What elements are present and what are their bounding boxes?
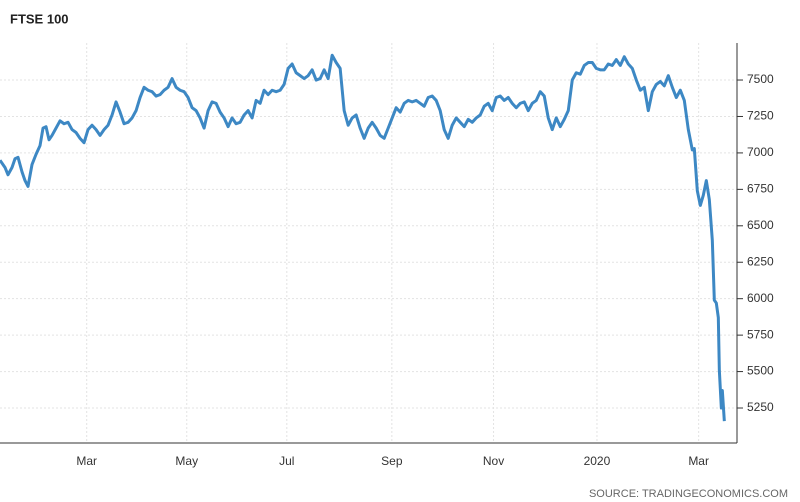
x-tick-label: Jul bbox=[279, 454, 294, 468]
y-tick-label: 7000 bbox=[747, 145, 774, 159]
x-tick-label: May bbox=[175, 454, 198, 468]
y-tick-label: 6250 bbox=[747, 254, 774, 268]
line bbox=[0, 53, 726, 422]
y-tick-label: 6500 bbox=[747, 218, 774, 232]
y-tick-label: 7500 bbox=[747, 72, 774, 86]
chart-title: FTSE 100 bbox=[10, 11, 69, 26]
x-tick-label: Mar bbox=[688, 454, 709, 468]
x-tick-label: Sep bbox=[381, 454, 403, 468]
y-tick-label: 7250 bbox=[747, 109, 774, 123]
y-tick-label: 6750 bbox=[747, 182, 774, 196]
source: SOURCE: TRADINGECONOMICS.COM bbox=[589, 488, 788, 500]
y-tick-label: 6000 bbox=[747, 291, 774, 305]
y-tick-label: 5500 bbox=[747, 364, 774, 378]
x-tick-label: Mar bbox=[76, 454, 97, 468]
y-tick-label: 5250 bbox=[747, 400, 774, 414]
x-tick-label: Nov bbox=[483, 454, 504, 468]
y-tick-label: 5750 bbox=[747, 327, 774, 341]
x-tick-label: 2020 bbox=[584, 454, 611, 468]
